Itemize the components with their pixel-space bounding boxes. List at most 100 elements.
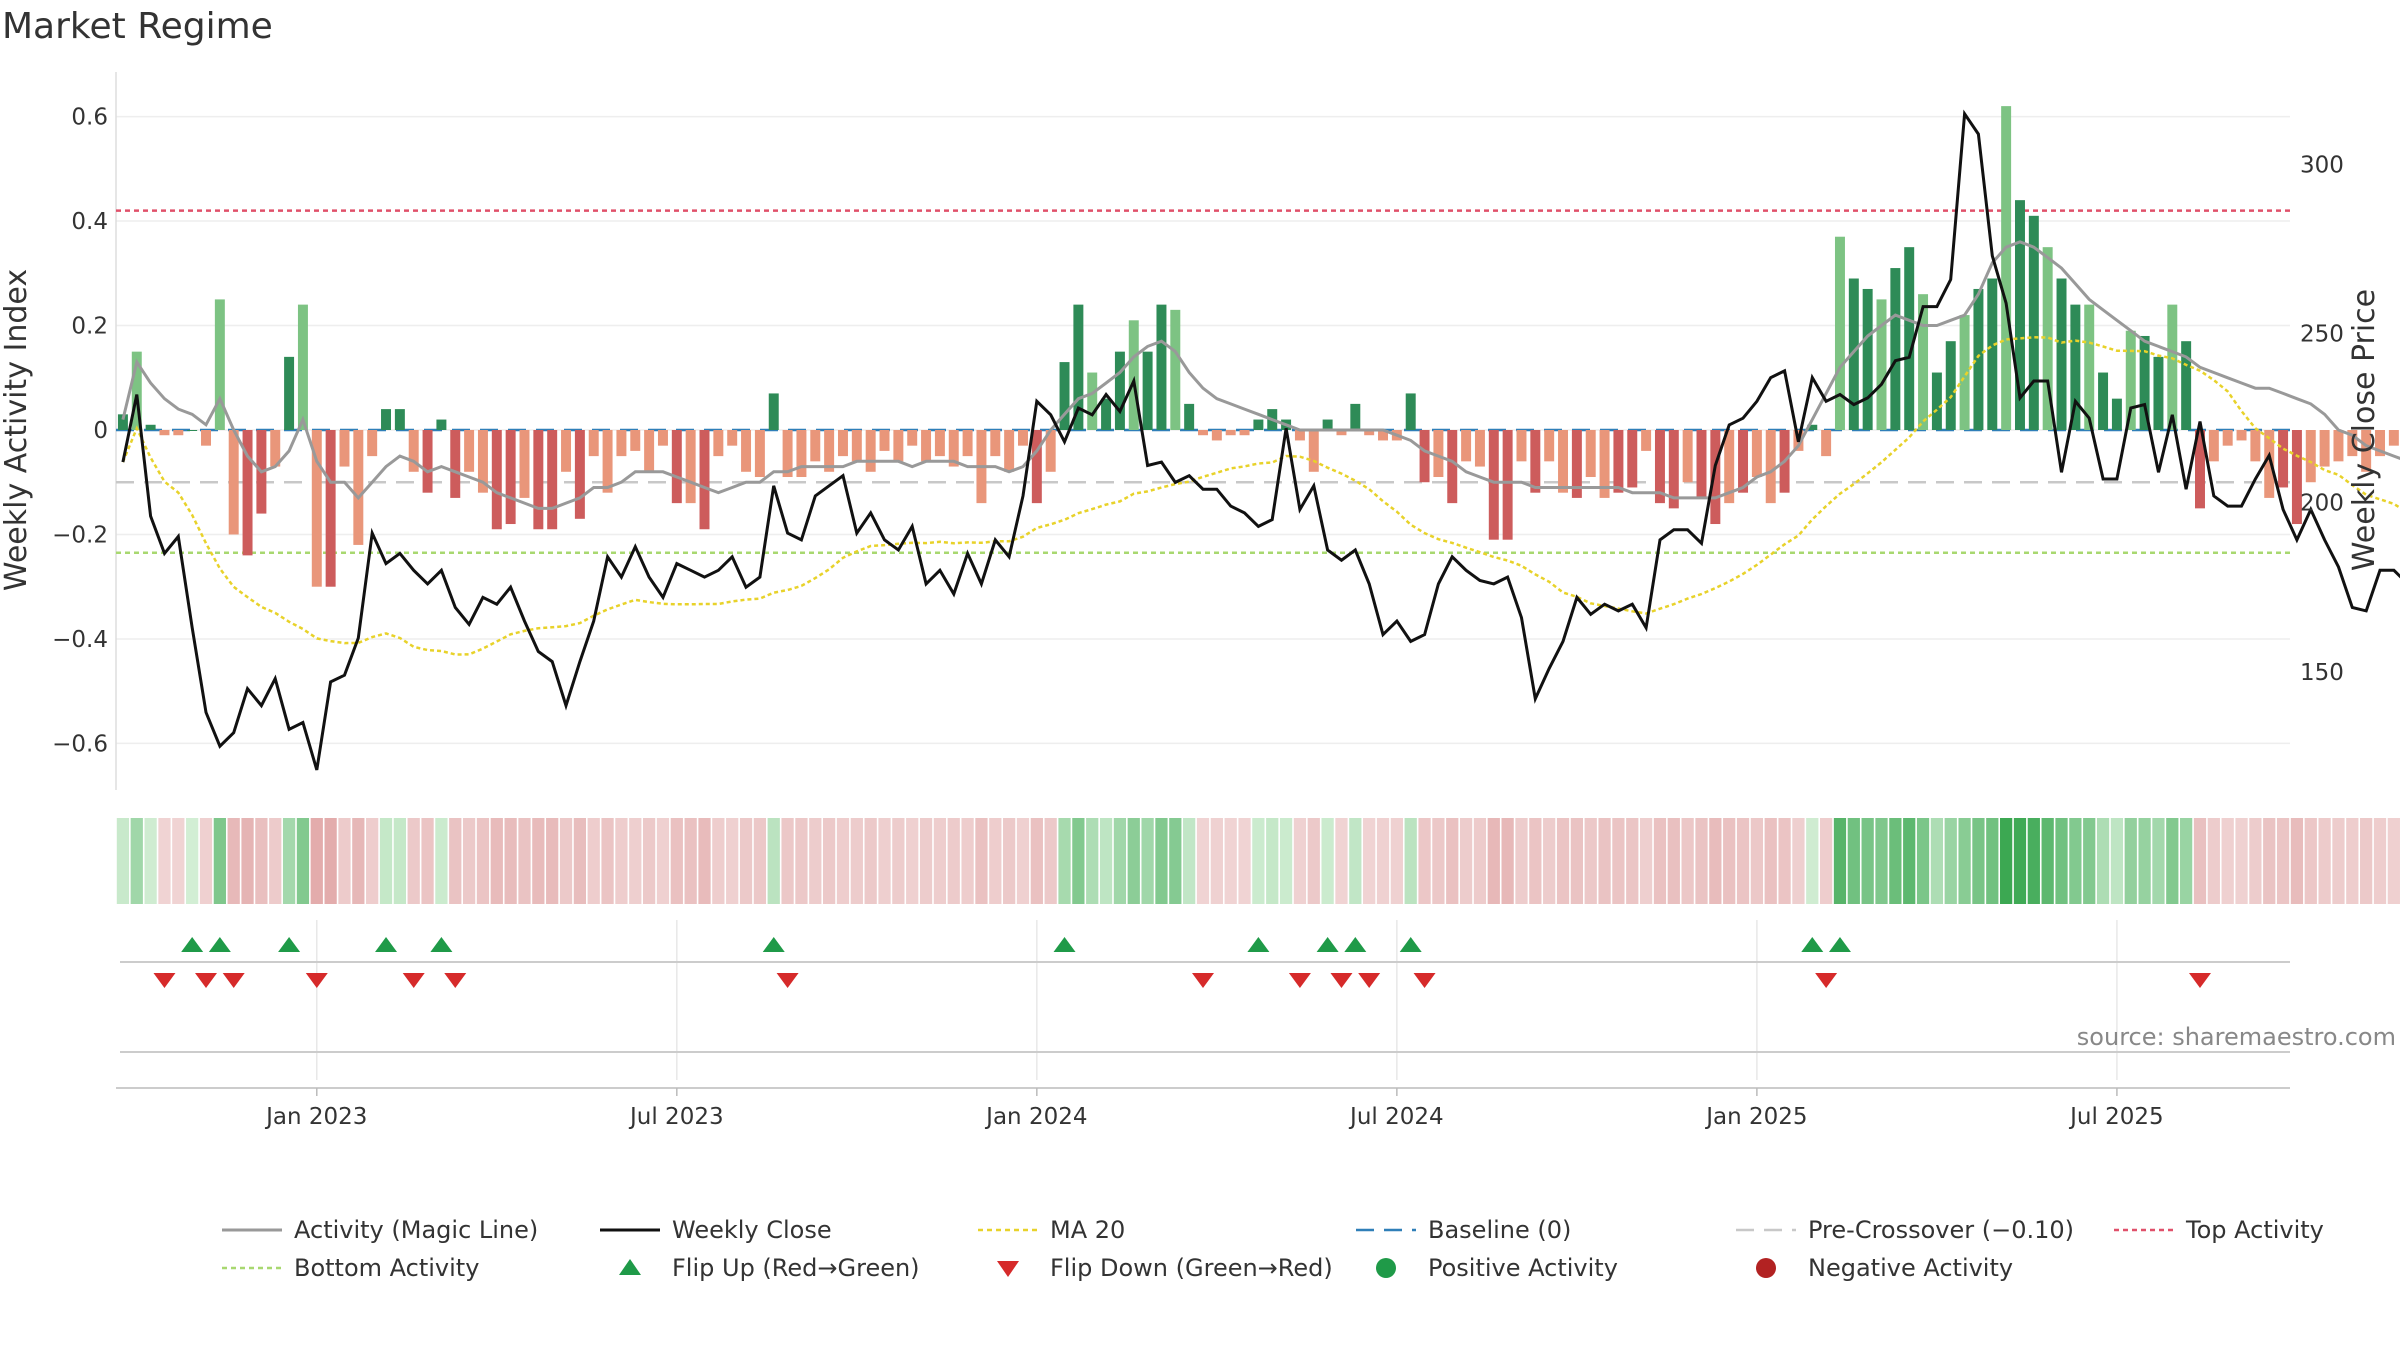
activity-bar (1114, 351, 1125, 430)
activity-bar (699, 430, 710, 530)
activity-bar (1059, 362, 1070, 430)
y-tick-label: −0.6 (52, 731, 108, 757)
y-tick-label: −0.4 (52, 627, 108, 653)
activity-bar (2125, 330, 2136, 430)
legend-item: Top Activity (2114, 1216, 2324, 1244)
heat-cell (1058, 818, 1071, 904)
legend-label: Top Activity (2185, 1216, 2324, 1244)
flip-up-marker (1399, 937, 1422, 952)
heat-cell (2027, 818, 2040, 904)
heat-cell (1349, 818, 1362, 904)
heat-cell (1847, 818, 1860, 904)
heat-cell (1030, 818, 1043, 904)
heat-cell (2373, 818, 2387, 904)
activity-bar (671, 430, 682, 504)
heat-cell (1473, 818, 1487, 904)
heat-cell (1916, 818, 1930, 904)
heat-cell (1183, 818, 1196, 904)
legend-item: Flip Down (Green→Red) (997, 1254, 1333, 1282)
heat-cell (2235, 818, 2248, 904)
activity-bar (505, 430, 516, 525)
activity-bar (1101, 398, 1112, 430)
heat-cell (1279, 818, 1293, 904)
heat-cell (1266, 818, 1279, 904)
activity-bar (907, 430, 918, 446)
activity-bar (1641, 430, 1652, 451)
heat-cell (1875, 818, 1888, 904)
activity-bar (1807, 424, 1818, 430)
flip-up-marker (208, 937, 231, 952)
activity-bar (879, 430, 890, 451)
heat-cell (186, 818, 199, 904)
activity-bar (1211, 430, 1222, 441)
activity-bar (1987, 278, 1998, 430)
y-tick-label: 0.2 (71, 314, 108, 340)
activity-bar (1696, 430, 1707, 498)
activity-bar (1876, 299, 1887, 430)
activity-bar (1087, 372, 1098, 430)
heat-cell (1127, 818, 1140, 904)
activity-bar (173, 430, 184, 436)
x-gridlines (316, 920, 2118, 1080)
activity-bars (117, 106, 2399, 587)
heat-cell (1612, 818, 1625, 904)
heat-cell (1792, 818, 1805, 904)
heat-cell (1099, 818, 1113, 904)
activity-bar (962, 430, 973, 457)
activity-bar (782, 430, 793, 478)
flip-down-marker (305, 973, 328, 988)
heat-cell (2041, 818, 2054, 904)
activity-bar (2388, 430, 2399, 446)
heat-cell (1736, 818, 1750, 904)
activity-bar (1239, 430, 1250, 436)
legend-label: Positive Activity (1428, 1254, 1618, 1282)
flip-up-marker (1053, 937, 1076, 952)
heat-cell (2180, 818, 2193, 904)
heat-cell (1833, 818, 1847, 904)
legend-label: Activity (Magic Line) (294, 1216, 538, 1244)
heat-cell (1044, 818, 1057, 904)
heat-cell (2387, 818, 2400, 904)
heat-cell (2166, 818, 2179, 904)
activity-bar (1738, 430, 1749, 493)
flip-down-marker (1815, 973, 1838, 988)
activity-bar (1142, 351, 1153, 430)
flip-down-marker (444, 973, 467, 988)
activity-bar (1419, 430, 1430, 483)
activity-bar (1128, 320, 1139, 430)
heat-cell (809, 818, 822, 904)
activity-bar (1447, 430, 1458, 504)
heat-cell (2055, 818, 2068, 904)
heat-cell (421, 818, 434, 904)
activity-bar (2222, 430, 2233, 446)
x-axis-ticks: Jan 2023 Jul 2023 Jan 2024 Jul 2024 Jan 2025… (264, 1088, 2164, 1130)
activity-bar (1890, 268, 1901, 430)
flip-down-marker (222, 973, 245, 988)
activity-bar (1904, 247, 1915, 430)
y-tick-label: 0.6 (71, 105, 108, 131)
activity-bar (1516, 430, 1527, 462)
flip-down-marker (195, 973, 218, 988)
heat-cell (1155, 818, 1168, 904)
activity-bar (644, 430, 655, 472)
heat-cell (1529, 818, 1542, 904)
reference-lines (116, 209, 2290, 555)
activity-bar (201, 430, 211, 446)
activity-bar (1184, 403, 1195, 430)
heat-cell (878, 818, 891, 904)
activity-bar (824, 430, 835, 472)
legend-item: Activity (Magic Line) (222, 1216, 538, 1244)
activity-bar (588, 430, 599, 457)
heat-cell (199, 818, 213, 904)
heat-cell (1293, 818, 1307, 904)
series-lines (121, 109, 2400, 771)
activity-bar (837, 430, 848, 457)
heat-cell (601, 818, 614, 904)
activity-bar (990, 430, 1001, 457)
heat-cell (241, 818, 254, 904)
heat-cell (1695, 818, 1708, 904)
heat-cell (2290, 818, 2304, 904)
flip-up-marker (762, 937, 785, 952)
heat-cell (1238, 818, 1251, 904)
activity-bar (1751, 430, 1762, 478)
